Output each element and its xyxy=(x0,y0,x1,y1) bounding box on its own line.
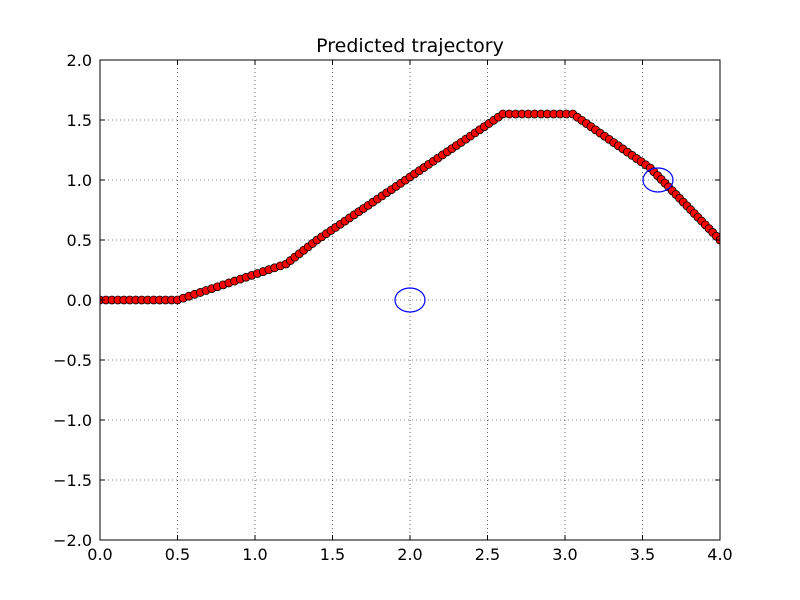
x-tick-label: 3.0 xyxy=(552,545,577,564)
plot-area xyxy=(100,109,720,313)
y-tick-label: 1.0 xyxy=(67,171,92,190)
x-tick-label: 1.5 xyxy=(320,545,345,564)
x-tick-label: 3.5 xyxy=(630,545,655,564)
chart-title: Predicted trajectory xyxy=(316,35,504,57)
x-tick-label: 1.0 xyxy=(242,545,267,564)
y-tick-label: 1.5 xyxy=(67,111,92,130)
axis-ticks: 0.0 0.5 1.0 1.5 2.0 2.5 3.0 3.5 4.0 −2.0 −1.5 −1.0 −… xyxy=(53,51,733,564)
y-tick-label: 2.0 xyxy=(67,51,92,70)
x-tick-label: 4.0 xyxy=(707,545,732,564)
x-tick-label: 2.5 xyxy=(475,545,500,564)
y-tick-label: −0.5 xyxy=(53,351,92,370)
x-tick-label: 0.5 xyxy=(165,545,190,564)
target-marker xyxy=(642,167,674,193)
target-marker xyxy=(394,287,426,313)
x-tick-label: 2.0 xyxy=(397,545,422,564)
x-tick-label: 0.0 xyxy=(87,545,112,564)
y-tick-label: 0.0 xyxy=(67,291,92,310)
y-tick-label: −1.5 xyxy=(53,471,92,490)
y-tick-label: −2.0 xyxy=(53,531,92,550)
y-tick-label: 0.5 xyxy=(67,231,92,250)
y-tick-label: −1.0 xyxy=(53,411,92,430)
